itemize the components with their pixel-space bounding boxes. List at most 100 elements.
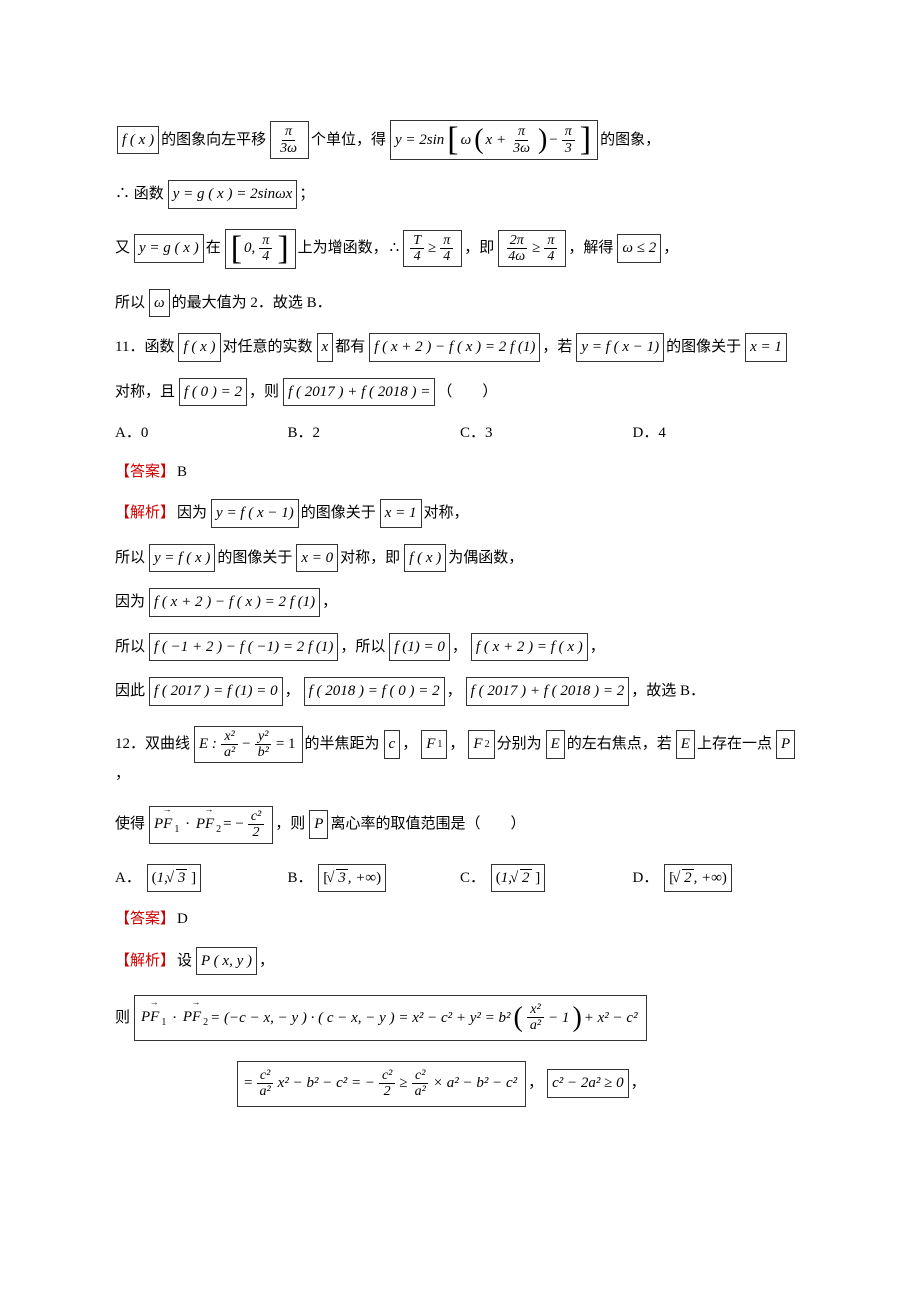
ineq-2: 2π4ω ≥ π4 [498, 230, 566, 268]
text: （ ） [437, 381, 497, 404]
q12-answer: 【答案】 D [115, 908, 805, 931]
choice-c: C． (1,2 ] [460, 864, 633, 893]
text: ∴ [390, 237, 400, 260]
expr: f ( 2018 ) = f ( 0 ) = 2 [304, 677, 445, 706]
expr: f ( 2017 ) + f ( 2018 ) = 2 [466, 677, 630, 706]
expr: y = f ( x − 1) [576, 333, 664, 362]
expr: f ( −1 + 2 ) − f ( −1) = 2 f (1) [149, 633, 338, 662]
answer-label: 【答案】 [115, 461, 175, 484]
line-4: 所以 ω 的最大值为 2．故选 B． [115, 289, 805, 318]
expr-pxy: P ( x, y ) [196, 947, 257, 976]
var-e: E [676, 730, 695, 759]
answer-label: 【答案】 [115, 908, 175, 931]
expr: f (1) = 0 [389, 633, 450, 662]
text: 上为增函数， [298, 237, 388, 260]
text: 为偶函数， [448, 547, 523, 570]
q12-number: 12．双曲线 [115, 733, 190, 756]
expr-yg: y = g ( x ) [134, 234, 204, 263]
text: ，故选 B． [631, 680, 705, 703]
text: ， [631, 1072, 646, 1095]
choice-a: A． (1,3 ] [115, 864, 288, 893]
line-1: f ( x ) 的图象向左平移 π3ω 个单位，得 y = 2sin [ ω (… [115, 120, 805, 160]
frac-pi-3w: π3ω [270, 121, 309, 159]
expr: f ( x + 2 ) = f ( x ) [471, 633, 588, 662]
text: ， [285, 680, 300, 703]
var-c: c [384, 730, 401, 759]
text: ， [663, 237, 678, 260]
omega-le-2: ω ≤ 2 [617, 234, 661, 263]
q12-sol-1: 【解析】 设 P ( x, y ) ， [115, 947, 805, 976]
text: 的图像关于 [217, 547, 292, 570]
expr: y = f ( x − 1) [211, 499, 299, 528]
text: 所以 [115, 547, 145, 570]
expr: x = 1 [380, 499, 422, 528]
text: 分别为 [497, 733, 542, 756]
omega: ω [149, 289, 170, 318]
expr: x = 1 [745, 333, 787, 362]
text: ，解得 [568, 237, 613, 260]
solution-label: 【解析】 [115, 950, 175, 973]
text: 又 [115, 237, 130, 260]
q12-line2: 使得 PF1 · PF2 = − c²2 ，则 P 离心率的取值范围是（ ） [115, 806, 805, 844]
var-p: P [309, 810, 328, 839]
text: 离心率的取值范围是（ ） [330, 813, 525, 836]
choice-b: B． [3, +∞) [288, 864, 461, 893]
q12-sol-3: = c²a² x² − b² − c² = − c²2 ≥ c²a² × a² … [115, 1061, 805, 1107]
text: 的图象， [600, 129, 660, 152]
therefore-text: ∴ 函数 [115, 183, 164, 206]
text: 使得 [115, 813, 145, 836]
text: ， [452, 636, 467, 659]
solution-label: 【解析】 [115, 502, 175, 525]
text: 设 [177, 950, 192, 973]
ineq-1: T4 ≥ π4 [403, 230, 462, 268]
q11-choices: A．0 B．2 C．3 D．4 [115, 422, 805, 445]
choice-a: A．0 [115, 422, 288, 445]
text: ， [528, 1072, 543, 1095]
text: 都有 [335, 336, 365, 359]
expr: f ( 2017 ) + f ( 2018 ) = [283, 378, 435, 407]
expr-cont: = c²a² x² − b² − c² = − c²2 ≥ c²a² × a² … [237, 1061, 526, 1107]
q11-answer: 【答案】 B [115, 461, 805, 484]
q12-sol-2: 则 PF1 · PF2 = (−c − x, − y ) · ( c − x, … [115, 995, 805, 1041]
text: ，若 [542, 336, 572, 359]
text: ， [322, 591, 337, 614]
q11-line1: 11．函数 f ( x ) 对任意的实数 x 都有 f ( x + 2 ) − … [115, 333, 805, 362]
answer-value: D [177, 908, 188, 931]
expr: x [317, 333, 334, 362]
line-2: ∴ 函数 y = g ( x ) = 2sinωx ； [115, 180, 805, 209]
text: 在 [206, 237, 221, 260]
var-e: E [546, 730, 565, 759]
text: ，则 [275, 813, 305, 836]
text: ， [115, 763, 130, 786]
text: ， [449, 733, 464, 756]
text: 对称，且 [115, 381, 175, 404]
text: 则 [115, 1007, 130, 1030]
q11-sol-4: 所以 f ( −1 + 2 ) − f ( −1) = 2 f (1) ，所以 … [115, 633, 805, 662]
expr: f ( x + 2 ) − f ( x ) = 2 f (1) [149, 588, 320, 617]
text: 对称， [424, 502, 469, 525]
expr-fx: f ( x ) [117, 126, 159, 155]
text: 对任意的实数 [223, 336, 313, 359]
text: 个单位，得 [311, 129, 386, 152]
text: ，则 [249, 381, 279, 404]
choice-d: D．4 [633, 422, 806, 445]
text: 因此 [115, 680, 145, 703]
q11-sol-1: 【解析】 因为 y = f ( x − 1) 的图像关于 x = 1 对称， [115, 499, 805, 528]
hyperbola-eq: E : x²a² − y²b² = 1 [194, 726, 303, 764]
q12-line1: 12．双曲线 E : x²a² − y²b² = 1 的半焦距为 c ， F1 … [115, 726, 805, 786]
text: ，所以 [340, 636, 385, 659]
expr-g: y = g ( x ) = 2sinωx [168, 180, 298, 209]
expr: f ( x ) [178, 333, 220, 362]
expr: f ( 0 ) = 2 [179, 378, 247, 407]
q11-number: 11．函数 [115, 336, 174, 359]
q11-sol-2: 所以 y = f ( x ) 的图像关于 x = 0 对称，即 f ( x ) … [115, 544, 805, 573]
var-f1: F1 [421, 730, 447, 759]
text: ，即 [464, 237, 494, 260]
text: 的左右焦点，若 [567, 733, 672, 756]
text: ， [590, 636, 605, 659]
expr: f ( x ) [404, 544, 446, 573]
expr: x = 0 [296, 544, 338, 573]
expr: f ( x + 2 ) − f ( x ) = 2 f (1) [369, 333, 540, 362]
interval: [ 0, π4 ] [225, 229, 296, 269]
text: 所以 [115, 292, 145, 315]
